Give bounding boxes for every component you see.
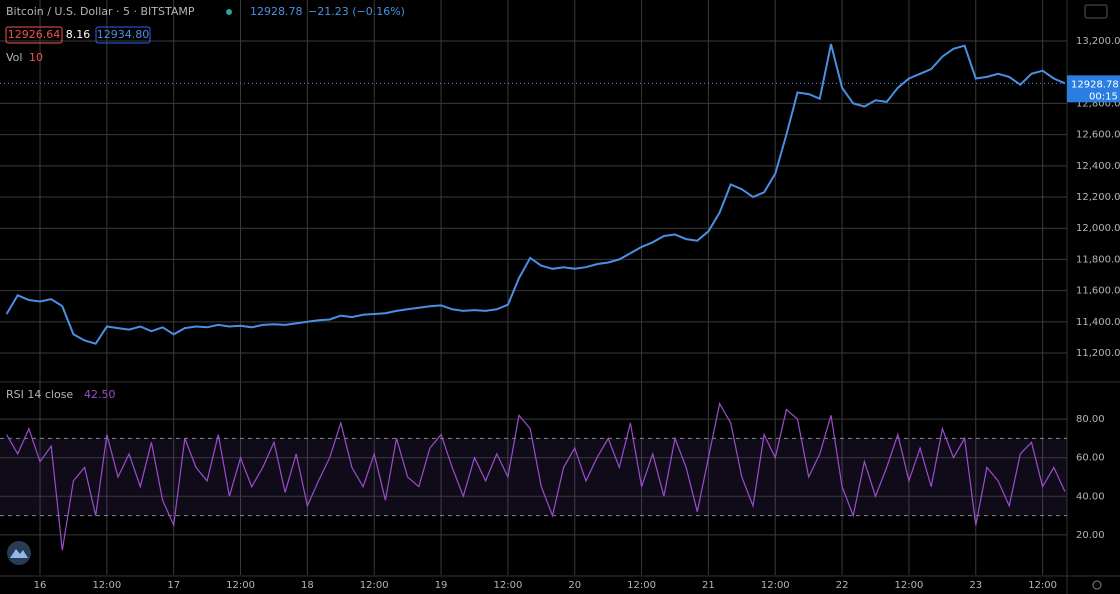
y-tick-label: 11,400.00 [1076,317,1120,328]
spread: 8.16 [66,28,91,41]
x-tick-label: 20 [568,580,581,591]
series-line [5,43,1066,345]
last-price-label: 12928.78 [1071,79,1119,90]
x-tick-label: 22 [836,580,849,591]
x-tick-label: 12:00 [1028,580,1057,591]
x-tick-label: 12:00 [627,580,656,591]
series-line [6,402,1066,551]
buy-box[interactable] [95,26,151,44]
y-tick-label: 12,000.00 [1076,223,1120,234]
y-tick-label: 13,200.00 [1076,36,1120,47]
y-tick-label: 12,400.00 [1076,161,1120,172]
settings-button[interactable] [1084,4,1108,19]
x-tick-label: 18 [301,580,314,591]
bid-price[interactable]: 12926.64 [8,28,61,41]
x-tick-label: 12:00 [493,580,522,591]
rsi-label: RSI 14 close [6,388,73,401]
y-tick-label: 40.00 [1076,491,1105,502]
y-tick-label: 60.00 [1076,453,1105,464]
countdown-label: 00:15 [1089,91,1118,102]
rsi-band [0,438,1067,516]
x-tick-label: 12:00 [895,580,924,591]
x-tick-label: 12:00 [92,580,121,591]
y-tick-label: 20.00 [1076,530,1105,541]
y-tick-label: 11,200.00 [1076,348,1120,359]
price-change: −21.23 (−0.16%) [308,5,405,18]
vol-value: 10 [29,51,43,64]
ask-price[interactable]: 12934.80 [97,28,150,41]
x-tick-label: 12:00 [360,580,389,591]
x-tick-label: 12:00 [226,580,255,591]
y-tick-label: 80.00 [1076,414,1105,425]
x-tick-label: 12:00 [761,580,790,591]
y-tick-label: 12,200.00 [1076,192,1120,203]
last-price: 12928.78 [250,5,303,18]
sell-box[interactable] [5,26,63,44]
x-tick-label: 16 [34,580,47,591]
x-tick-label: 23 [969,580,982,591]
symbol-title[interactable]: Bitcoin / U.S. Dollar · 5 · BITSTAMP [6,5,195,18]
x-tick-label: 21 [702,580,715,591]
settings-gear[interactable] [1092,580,1102,590]
vol-label: Vol [6,51,22,64]
y-tick-label: 11,800.00 [1076,254,1120,265]
rsi-value: 42.50 [84,388,116,401]
x-tick-label: 17 [167,580,180,591]
logo-icon [10,549,28,558]
status-dot [226,9,232,15]
x-tick-label: 19 [435,580,448,591]
y-tick-label: 12,800.00 [1076,98,1120,109]
last-price-tag [1067,75,1120,103]
y-tick-label: 11,600.00 [1076,286,1120,297]
y-tick-label: 12,600.00 [1076,130,1120,141]
